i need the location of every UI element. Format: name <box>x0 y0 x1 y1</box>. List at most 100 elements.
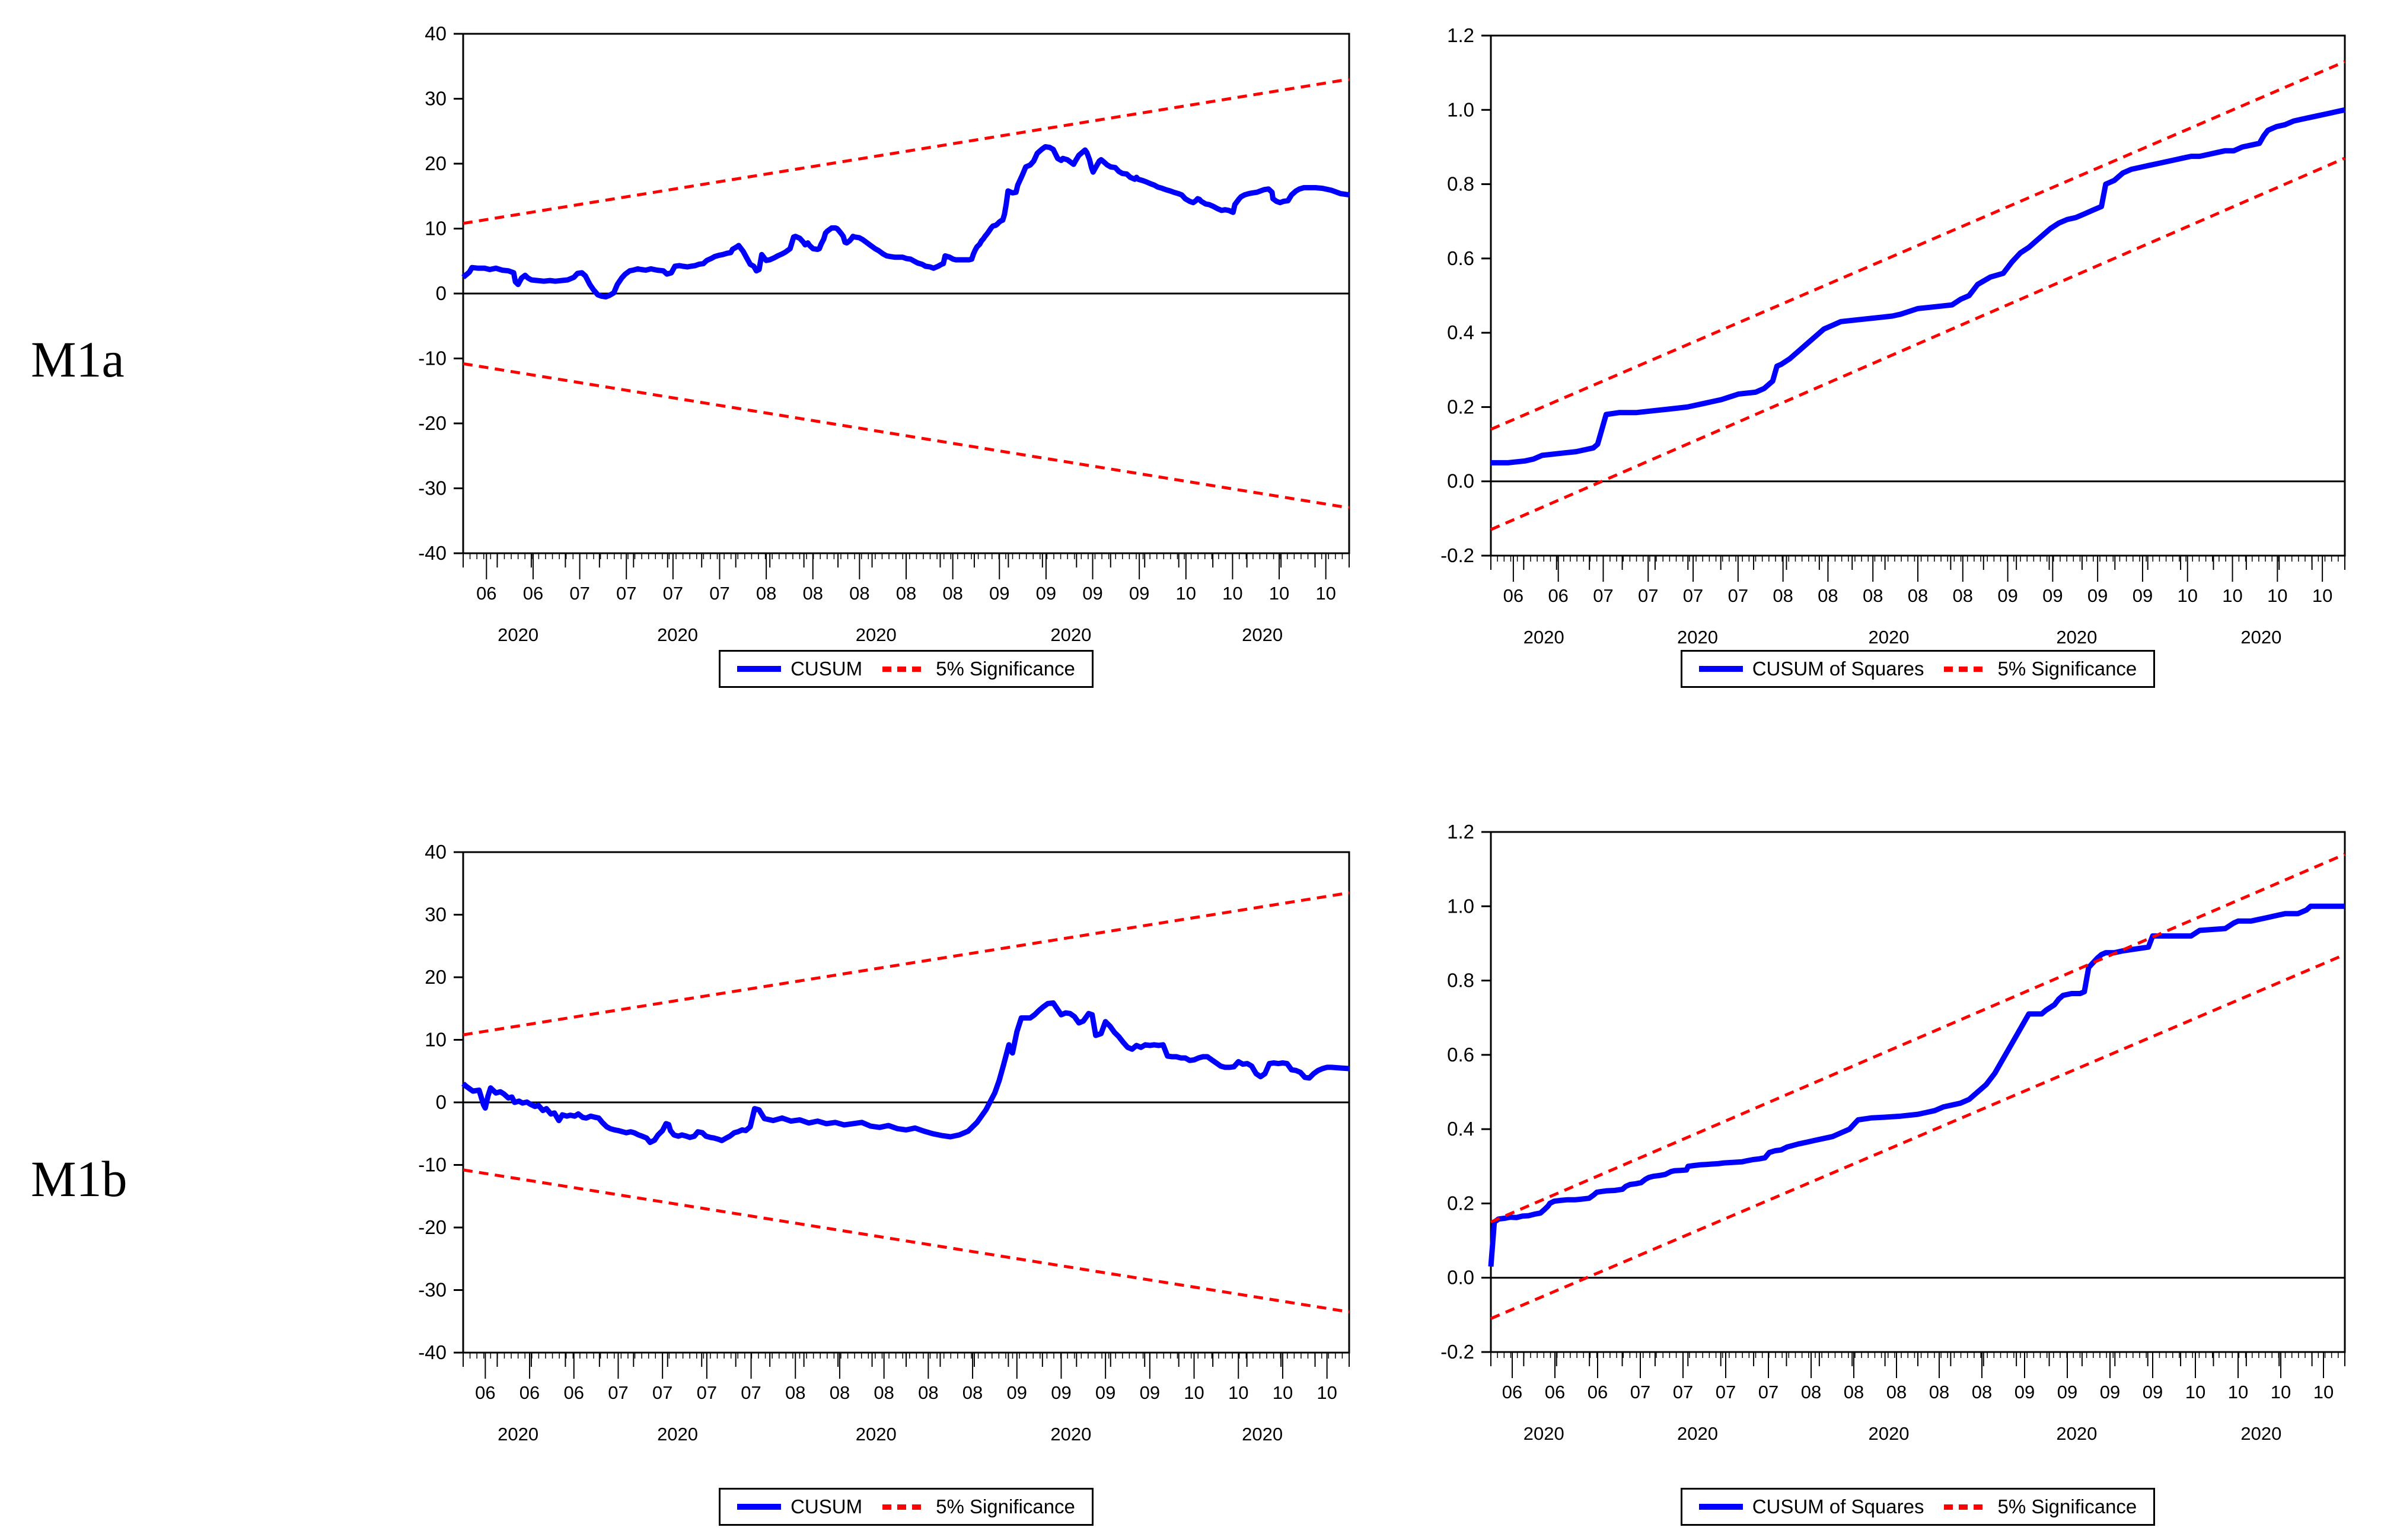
y-tick-label: 30 <box>425 904 447 926</box>
year-label: 2020 <box>1523 627 1564 648</box>
month-tick-label: 07 <box>1638 585 1658 606</box>
legend: CUSUM of Squares 5% Significance <box>1491 650 2345 688</box>
month-tick-label: 09 <box>1095 1382 1115 1403</box>
y-tick-label: 40 <box>425 841 447 863</box>
month-labels: 06 06 07 07 07 07 08 08 08 08 08 09 09 09 09 10 10 10 10 <box>476 553 1336 604</box>
month-tick-label: 06 <box>1545 1382 1565 1402</box>
y-tick-label: 0.6 <box>1447 1044 1474 1066</box>
legend: CUSUM 5% Significance <box>463 1488 1349 1526</box>
x-axis-ticks <box>1490 556 2345 570</box>
month-tick-label: 08 <box>942 583 962 604</box>
year-labels: 2020 2020 2020 2020 2020 <box>1523 1423 2282 1444</box>
y-tick-label: 10 <box>425 218 447 240</box>
month-tick-label: 08 <box>1908 585 1928 606</box>
month-tick-label: 09 <box>2143 1382 2163 1402</box>
month-tick-label: 08 <box>1953 585 1973 606</box>
month-tick-label: 10 <box>1176 583 1196 604</box>
cusum-series-line <box>461 1000 1350 1145</box>
y-axis-ticks: 40 30 20 10 0 -10 -20 -30 -40 <box>418 841 463 1363</box>
row-label-m1a: M1a <box>31 331 125 388</box>
y-tick-label: -20 <box>418 412 447 434</box>
month-tick-label: 06 <box>523 583 543 604</box>
month-tick-label: 08 <box>962 1382 983 1403</box>
month-tick-label: 10 <box>1222 583 1242 604</box>
y-tick-label: -10 <box>418 1154 447 1176</box>
plot-svg: 1.21.00.80.60.40.20.0-0.206 06 07 07 07 07 08 0… <box>1440 24 2346 648</box>
significance-lower-line <box>463 362 1350 509</box>
month-tick-label: 09 <box>1007 1382 1027 1403</box>
year-label: 2020 <box>1050 624 1091 645</box>
year-label: 2020 <box>1677 627 1718 648</box>
month-tick-label: 08 <box>830 1382 850 1403</box>
month-tick-label: 07 <box>663 583 683 604</box>
month-tick-label: 10 <box>1317 1382 1337 1403</box>
y-tick-label: 30 <box>425 88 447 110</box>
x-axis-ticks <box>1490 1352 2345 1366</box>
month-tick-label: 09 <box>1140 1382 1160 1403</box>
legend: CUSUM of Squares 5% Significance <box>1491 1488 2345 1526</box>
month-tick-label: 10 <box>2177 585 2197 606</box>
legend-item-significance: 5% Significance <box>882 658 1075 680</box>
y-tick-label: 20 <box>425 152 447 174</box>
month-labels: 06 06 06 07 07 07 07 08 08 08 08 08 09 09 09 09 10 10 10 10 <box>1502 1352 2334 1402</box>
year-label: 2020 <box>657 624 698 645</box>
y-tick-label: 0.8 <box>1447 970 1474 991</box>
month-tick-label: 06 <box>1502 1382 1522 1402</box>
row-label-m1b: M1b <box>31 1150 128 1207</box>
chart-m1a-cusum: 40 30 20 10 0 -10 -20 -30 -40 06 06 07 07 07 07 08 08 08 0… <box>380 0 1358 824</box>
cusum-series-line <box>461 144 1350 299</box>
month-tick-label: 08 <box>1863 585 1883 606</box>
year-label: 2020 <box>1523 1423 1564 1444</box>
significance-line-swatch <box>882 666 927 672</box>
month-tick-label: 09 <box>2042 585 2063 606</box>
significance-lower-line <box>1490 953 2345 1320</box>
chart-m1b-cusum-of-squares: 1.2 1.0 0.8 0.6 0.4 0.2 0.0 -0.2 06 06 06 07 07 07 07 0… <box>1405 824 2381 1540</box>
significance-lower-line <box>463 1168 1350 1313</box>
year-label: 2020 <box>1050 1424 1091 1445</box>
y-axis-ticks: 1.2 1.0 0.8 0.6 0.4 0.2 0.0 -0.2 <box>1440 24 1491 566</box>
legend-label: CUSUM of Squares <box>1752 1496 1924 1517</box>
month-tick-label: 08 <box>1773 585 1793 606</box>
month-tick-label: 10 <box>1269 583 1289 604</box>
y-tick-label: 1.2 <box>1447 24 1474 46</box>
year-label: 2020 <box>2240 1423 2281 1444</box>
month-labels: 06 06 06 07 07 07 07 08 08 08 08 08 09 09 09 09 10 10 10 10 <box>475 1353 1337 1403</box>
y-tick-label: 0.2 <box>1447 1192 1474 1214</box>
month-tick-label: 10 <box>2228 1382 2248 1402</box>
legend-label: CUSUM <box>791 658 863 680</box>
significance-upper-line <box>1490 853 2345 1224</box>
month-tick-label: 07 <box>697 1382 717 1403</box>
year-label: 2020 <box>1869 1423 1910 1444</box>
month-tick-label: 08 <box>802 583 823 604</box>
y-tick-label: 1.0 <box>1447 895 1474 917</box>
month-tick-label: 10 <box>2313 1382 2334 1402</box>
significance-upper-line <box>1490 60 2345 431</box>
month-tick-label: 08 <box>849 583 869 604</box>
month-tick-label: 07 <box>709 583 729 604</box>
y-tick-label: -20 <box>418 1216 447 1238</box>
month-tick-label: 07 <box>1683 585 1703 606</box>
month-tick-label: 07 <box>608 1382 628 1403</box>
y-tick-label: 0.0 <box>1447 470 1474 492</box>
y-tick-label: 0.4 <box>1447 321 1474 343</box>
month-tick-label: 09 <box>989 583 1009 604</box>
y-tick-label: -10 <box>418 347 447 369</box>
month-tick-label: 06 <box>564 1382 584 1403</box>
year-label: 2020 <box>498 624 538 645</box>
significance-upper-line <box>463 78 1350 225</box>
month-tick-label: 09 <box>2015 1382 2035 1402</box>
y-tick-label: -40 <box>418 1341 447 1363</box>
significance-upper-line <box>463 891 1350 1037</box>
plot-border <box>1490 34 2346 557</box>
legend-item-cusum-of-squares: CUSUM of Squares <box>1698 1496 1924 1518</box>
significance-line-swatch <box>1944 666 1988 672</box>
y-tick-label: 0 <box>436 282 447 304</box>
month-tick-label: 09 <box>1129 583 1149 604</box>
y-tick-label: 20 <box>425 966 447 988</box>
month-tick-label: 08 <box>874 1382 894 1403</box>
legend-item-significance: 5% Significance <box>1944 1496 2137 1518</box>
month-tick-label: 10 <box>2267 585 2287 606</box>
month-tick-label: 09 <box>2057 1382 2077 1402</box>
month-labels: 06 06 07 07 07 07 08 08 08 08 08 09 09 09 09 10 10 10 10 <box>1503 556 2332 606</box>
